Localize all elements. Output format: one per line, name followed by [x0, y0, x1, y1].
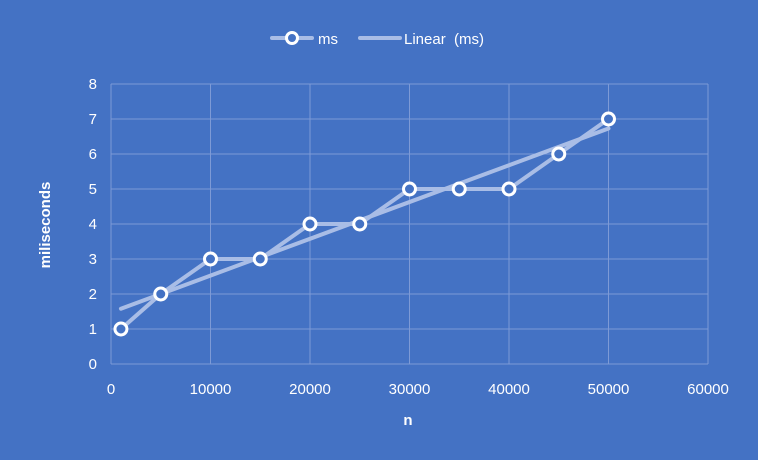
y-tick-label: 6 [89, 146, 97, 163]
x-tick-label: 0 [107, 381, 115, 398]
x-tick-label: 60000 [687, 381, 729, 398]
y-axis-ticks: 0 1 2 3 4 5 6 7 8 [89, 76, 97, 373]
legend-ms-marker-swatch [285, 31, 299, 45]
x-tick-label: 50000 [588, 381, 630, 398]
x-axis-ticks: 0 10000 20000 30000 40000 50000 60000 [107, 381, 729, 398]
y-tick-label: 0 [89, 356, 97, 373]
y-tick-label: 3 [89, 251, 97, 268]
legend-linear-label: Linear (ms) [404, 31, 484, 48]
y-axis-title: miliseconds [37, 182, 54, 269]
x-tick-label: 40000 [488, 381, 530, 398]
legend-ms-label: ms [318, 31, 338, 48]
data-point-marker [302, 216, 318, 232]
data-point-marker [451, 181, 467, 197]
y-tick-label: 4 [89, 216, 97, 233]
x-tick-label: 10000 [190, 381, 232, 398]
gridlines [110, 83, 709, 365]
y-tick-label: 7 [89, 111, 97, 128]
data-point-marker [252, 251, 268, 267]
data-point-marker [153, 286, 169, 302]
data-point-marker [113, 321, 129, 337]
data-point-marker [402, 181, 417, 197]
y-tick-label: 8 [89, 76, 97, 93]
legend: ms Linear (ms) [270, 31, 484, 48]
x-axis-title: n [403, 412, 412, 429]
data-point-marker [501, 181, 517, 197]
y-tick-label: 2 [89, 286, 97, 303]
data-point-marker [601, 111, 616, 127]
x-tick-label: 20000 [289, 381, 331, 398]
y-tick-label: 5 [89, 181, 97, 198]
data-point-marker [551, 146, 567, 162]
data-series-group [113, 111, 616, 337]
x-tick-label: 30000 [389, 381, 431, 398]
y-tick-label: 1 [89, 321, 97, 338]
data-point-marker [352, 216, 368, 232]
data-point-marker [203, 251, 218, 267]
